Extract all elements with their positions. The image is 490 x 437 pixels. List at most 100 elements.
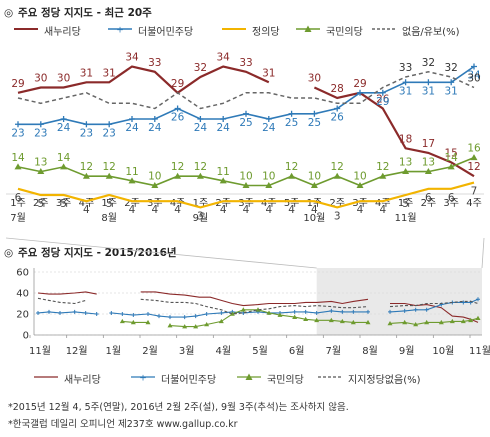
data-label: 12 xyxy=(103,161,116,173)
data-point xyxy=(413,322,419,327)
data-label: 7 xyxy=(471,186,478,198)
month-tick-label: 11월 xyxy=(395,212,417,224)
legend-triangle-line-icon xyxy=(296,25,320,32)
data-label: 4 xyxy=(220,204,227,216)
data-label: 34 xyxy=(125,52,139,64)
data-label: 14 xyxy=(57,152,71,164)
data-point xyxy=(424,319,430,325)
week-tick-label: 5주 xyxy=(284,198,300,209)
legend-label: 정의당 xyxy=(252,27,280,38)
data-label: 30 xyxy=(57,73,70,85)
data-point xyxy=(303,309,308,314)
data-point xyxy=(106,121,113,128)
week-tick-label: 2주 xyxy=(421,198,437,209)
week-tick-label: 4주 xyxy=(466,198,482,209)
data-point xyxy=(350,319,356,325)
data-label: 24 xyxy=(194,122,208,134)
data-point xyxy=(365,319,371,325)
month-tick-label: 2월 xyxy=(142,345,158,357)
data-point xyxy=(196,172,204,179)
month-tick-label: 4월 xyxy=(216,345,232,357)
data-point xyxy=(266,310,272,315)
data-label: 30 xyxy=(467,73,480,85)
data-point xyxy=(461,300,466,305)
month-tick-label: 6월 xyxy=(289,345,305,357)
week-tick-label: 2주 xyxy=(215,198,231,209)
data-point xyxy=(438,319,444,325)
data-label: 13 xyxy=(399,157,412,169)
week-tick-label: 4주 xyxy=(79,198,95,209)
data-label: 12 xyxy=(331,161,344,173)
data-point xyxy=(243,110,249,117)
panel1-title-text: 주요 정당 지지도 - 최근 20주 xyxy=(18,7,152,19)
data-label: 34 xyxy=(217,52,231,64)
data-point xyxy=(288,172,296,179)
y-tick-label: 20 xyxy=(16,310,29,321)
data-label: 3 xyxy=(197,210,204,222)
legend-plus-line-icon: + xyxy=(131,374,155,382)
data-point xyxy=(387,320,393,326)
data-point xyxy=(157,314,161,319)
series-line xyxy=(17,65,475,178)
data-point xyxy=(128,177,136,184)
data-point xyxy=(60,163,68,170)
data-label: 16 xyxy=(467,143,481,155)
data-point xyxy=(476,297,480,302)
data-point xyxy=(182,315,187,320)
legend-line-icon xyxy=(222,28,246,30)
week-tick-label: 1주 xyxy=(398,198,414,209)
footnote-source: *한국갤럽 데일리 오피니언 제237호 www.gallup.co.kr xyxy=(8,419,238,430)
data-point xyxy=(292,309,297,314)
data-label: 4 xyxy=(357,204,364,216)
legend-line-icon xyxy=(34,376,58,378)
data-label: 14 xyxy=(11,152,25,164)
data-point xyxy=(219,177,227,184)
month-tick-label: 5월 xyxy=(252,345,268,357)
data-point xyxy=(265,116,272,122)
data-label: 31 xyxy=(80,67,93,79)
data-point xyxy=(182,324,188,329)
svg-text:+: + xyxy=(139,374,147,382)
legend-label: 지지정당없음(%) xyxy=(348,375,421,386)
data-point xyxy=(303,316,309,322)
data-point xyxy=(174,172,182,179)
data-point xyxy=(109,310,114,315)
data-point xyxy=(151,182,159,188)
data-point xyxy=(425,79,432,86)
data-point xyxy=(47,309,51,314)
y-tick-label: 60 xyxy=(16,268,29,279)
data-point xyxy=(310,182,318,188)
panel2-title-text: 주요 정당 지지도 - 2015/2016년 xyxy=(18,247,177,259)
data-label: 10 xyxy=(148,171,161,183)
data-label: 30 xyxy=(34,73,47,85)
data-label: 29 xyxy=(11,78,24,90)
legend-dashed-line-icon xyxy=(372,28,396,30)
legend-label: 국민의당 xyxy=(326,27,363,38)
data-point xyxy=(131,313,136,318)
legend-label: 더불어민주당 xyxy=(138,27,194,38)
data-point xyxy=(197,116,204,122)
week-tick-label: 4주 xyxy=(375,198,391,209)
month-tick-label: 8월 xyxy=(101,212,117,224)
data-label: 23 xyxy=(11,127,24,139)
data-point xyxy=(219,310,224,315)
week-tick-label: 1주 xyxy=(307,198,323,209)
data-label: 24 xyxy=(57,122,71,134)
data-point xyxy=(174,105,181,112)
data-label: 31 xyxy=(422,85,435,97)
data-point xyxy=(447,163,455,170)
data-point xyxy=(83,121,90,128)
legend-dashed-line-icon xyxy=(318,376,342,378)
data-label: 29 xyxy=(171,78,184,90)
data-label: 4 xyxy=(83,204,90,216)
data-point xyxy=(424,168,432,175)
data-label: 4 xyxy=(288,204,295,216)
data-label: 11 xyxy=(217,166,230,178)
data-point xyxy=(424,307,429,312)
data-label: 10 xyxy=(308,171,321,183)
data-label: 6 xyxy=(425,192,432,204)
data-point xyxy=(168,315,172,320)
data-point xyxy=(94,312,99,316)
data-label: 23 xyxy=(80,127,93,139)
